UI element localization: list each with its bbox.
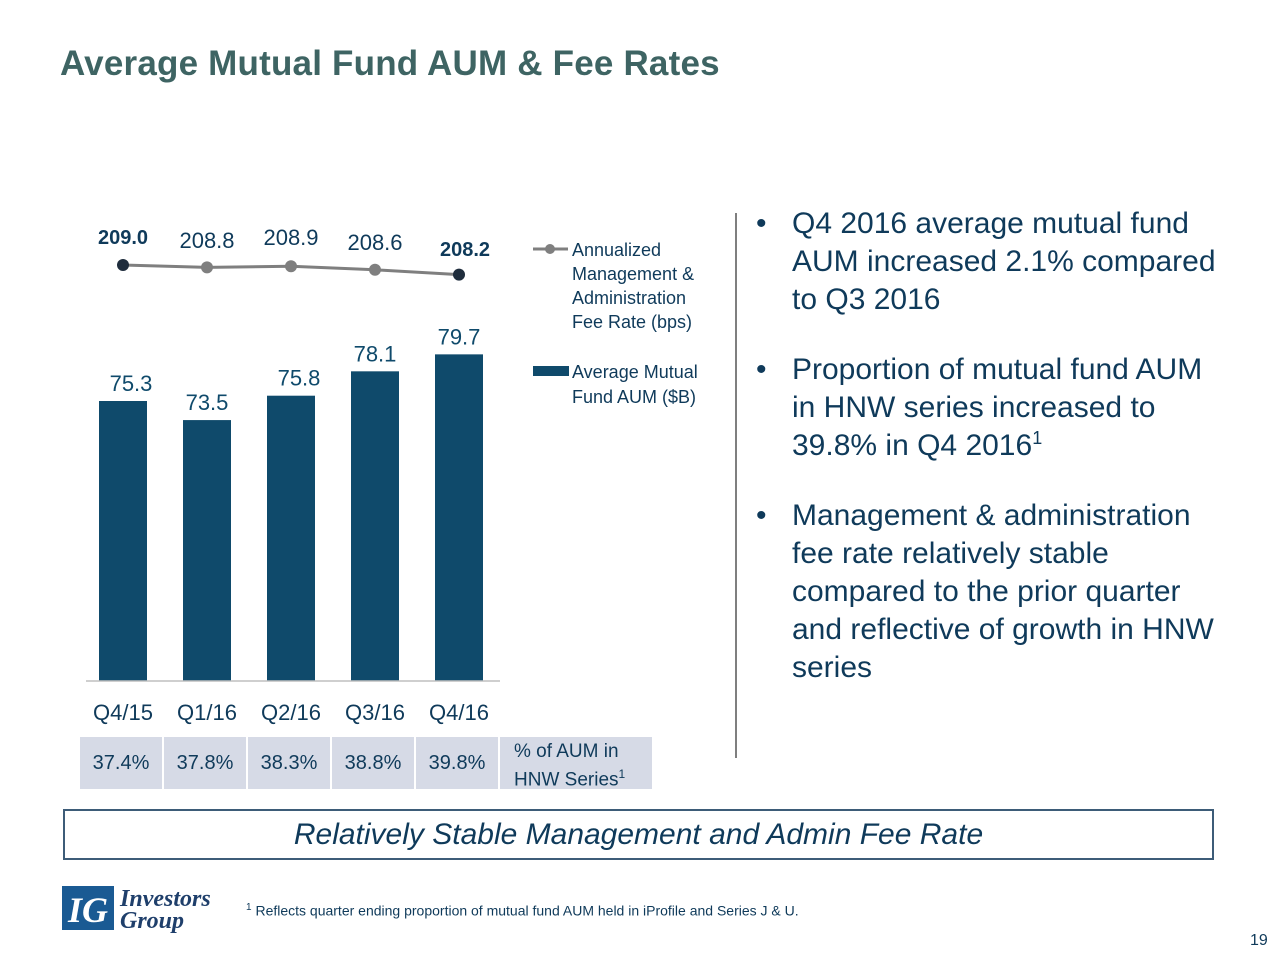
- hnw-label-sup: 1: [618, 767, 626, 781]
- bullet-dot: •: [756, 499, 767, 532]
- legend-bar-label: Fund AUM ($B): [572, 387, 696, 407]
- bar: [267, 395, 315, 681]
- fee-rate-point: [453, 268, 465, 281]
- hnw-cell: 39.8%: [416, 737, 498, 789]
- fee-rate-value-label: 209.0: [98, 227, 148, 249]
- bar-value-label: 75.3: [110, 371, 153, 396]
- legend-line-label: Fee Rate (bps): [572, 312, 692, 332]
- summary-banner: Relatively Stable Management and Admin F…: [63, 809, 1214, 860]
- vertical-divider: [735, 213, 737, 758]
- bullet-item: • Proportion of mutual fund AUM in HNW s…: [756, 351, 1216, 465]
- fee-rate-value-label: 208.6: [347, 230, 402, 255]
- bullet-item: • Management & administration fee rate r…: [756, 497, 1216, 687]
- legend-bar-label: Average Mutual: [572, 362, 698, 382]
- legend-line-label: Annualized: [572, 240, 661, 260]
- bar: [351, 371, 399, 681]
- bar-value-label: 73.5: [186, 390, 229, 415]
- fee-rate-point: [201, 261, 213, 274]
- fee-rate-value-label: 208.9: [263, 225, 318, 250]
- bullet-dot: •: [756, 353, 767, 386]
- footnote-marker: 1: [246, 902, 252, 913]
- logo-mark: IG: [67, 890, 108, 930]
- bar: [183, 420, 231, 681]
- hnw-label-line1: % of AUM in: [514, 741, 619, 762]
- hnw-label-line2: HNW Series: [514, 769, 619, 791]
- hnw-row-label: % of AUM in HNW Series1: [500, 737, 652, 791]
- fee-rate-point: [285, 260, 297, 273]
- logo-line2: Group: [120, 908, 184, 934]
- investors-group-logo: IG Investors Group: [62, 886, 211, 934]
- bar-value-label: 79.7: [438, 324, 481, 349]
- hnw-cell: 38.8%: [332, 737, 414, 789]
- hnw-table: 37.4% 37.8% 38.3% 38.8% 39.8% % of AUM i…: [80, 737, 652, 791]
- fee-rate-point: [117, 259, 129, 271]
- hnw-cell: 38.3%: [248, 737, 330, 789]
- bar-value-label: 78.1: [354, 341, 397, 366]
- footnote: 1 Reflects quarter ending proportion of …: [246, 902, 799, 919]
- hnw-cell: 37.8%: [164, 737, 246, 789]
- bullet-dot: •: [756, 207, 767, 240]
- legend-line-label: Management &: [572, 264, 694, 284]
- x-tick-label: Q1/16: [177, 700, 237, 725]
- bullet-item: • Q4 2016 average mutual fund AUM increa…: [756, 205, 1216, 319]
- bullet-text: Q4 2016 average mutual fund AUM increase…: [792, 207, 1216, 316]
- fee-rate-point: [369, 263, 381, 276]
- legend-bar-swatch: [533, 366, 569, 376]
- x-tick-label: Q4/16: [429, 700, 489, 725]
- x-tick-label: Q4/15: [93, 700, 153, 725]
- page-number: 19: [1250, 932, 1268, 949]
- logo-mark-background: [62, 886, 114, 930]
- logo-line1: Investors: [119, 886, 211, 912]
- fee-rate-value-label: 208.8: [179, 228, 234, 253]
- legend-line-marker: [545, 244, 555, 254]
- bar: [435, 354, 483, 681]
- fee-rate-value-label: 208.2: [440, 239, 490, 261]
- bullet-text: Proportion of mutual fund AUM in HNW ser…: [792, 353, 1203, 462]
- hnw-cell: 37.4%: [80, 737, 162, 789]
- x-tick-label: Q2/16: [261, 700, 321, 725]
- x-tick-label: Q3/16: [345, 700, 405, 725]
- bullet-text: Management & administration fee rate rel…: [792, 499, 1214, 684]
- bullet-list: • Q4 2016 average mutual fund AUM increa…: [756, 205, 1216, 719]
- bullet-footnote-ref: 1: [1032, 428, 1043, 448]
- bar: [99, 401, 147, 681]
- legend-line-label: Administration: [572, 288, 686, 308]
- chart: 75.3 73.5 75.8 78.1 79.7 Q4/15 Q1/16 Q2/16 Q3/16…: [86, 225, 698, 725]
- page-title: Average Mutual Fund AUM & Fee Rates: [60, 44, 720, 83]
- bar-value-label: 75.8: [278, 366, 321, 391]
- footnote-text: Reflects quarter ending proportion of mu…: [255, 902, 799, 919]
